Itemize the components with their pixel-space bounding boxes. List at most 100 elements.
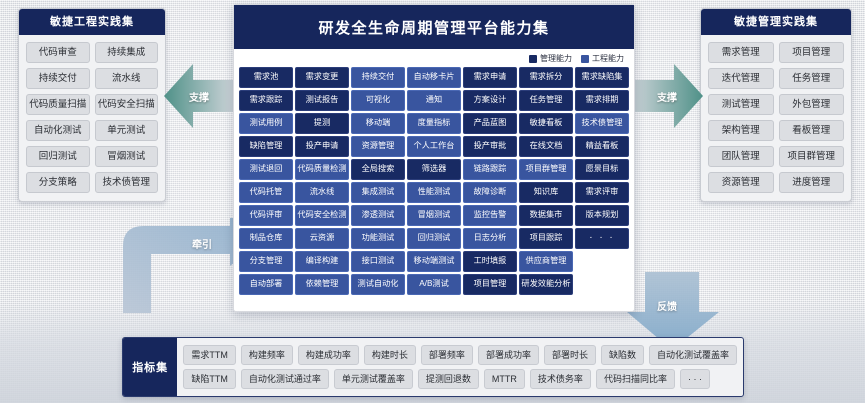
practice-chip[interactable]: 自动化测试	[26, 120, 90, 141]
capability-tile[interactable]: 产品蓝图	[463, 113, 517, 134]
capability-tile[interactable]: 自动移卡片	[407, 67, 461, 88]
capability-tile[interactable]: 编译构建	[295, 251, 349, 272]
practice-chip[interactable]: 项目群管理	[778, 146, 844, 167]
metric-chip[interactable]: 部署时长	[543, 345, 596, 365]
capability-tile[interactable]: 可视化	[351, 90, 405, 111]
capability-tile[interactable]: 测试报告	[295, 90, 349, 111]
capability-tile[interactable]: 缺陷管理	[239, 136, 293, 157]
practice-chip[interactable]: 迭代管理	[708, 68, 774, 89]
capability-tile[interactable]: 集成测试	[351, 182, 405, 203]
capability-tile[interactable]: 个人工作台	[407, 136, 461, 157]
metric-chip[interactable]: 构建成功率	[297, 345, 359, 365]
metric-chip[interactable]: 技术债务率	[529, 369, 591, 389]
capability-tile[interactable]: 版本规划	[575, 205, 629, 226]
capability-tile[interactable]: 任务管理	[519, 90, 573, 111]
capability-tile[interactable]: 回归测试	[407, 228, 461, 249]
capability-tile[interactable]: 需求拆分	[519, 67, 573, 88]
capability-tile[interactable]: 功能测试	[351, 228, 405, 249]
practice-chip[interactable]: 持续交付	[26, 68, 90, 89]
capability-tile[interactable]: 自动部署	[239, 274, 293, 295]
capability-tile[interactable]: 测试用例	[239, 113, 293, 134]
capability-tile[interactable]: 项目管理	[463, 274, 517, 295]
metric-chip[interactable]: 需求TTM	[183, 345, 236, 365]
capability-tile[interactable]: 研发效能分析	[519, 274, 573, 295]
capability-tile[interactable]: 性能测试	[407, 182, 461, 203]
metric-chip[interactable]: 自动化测试覆盖率	[648, 345, 737, 365]
capability-tile[interactable]: 故障诊断	[463, 182, 517, 203]
practice-chip[interactable]: 看板管理	[778, 120, 844, 141]
capability-tile[interactable]: 投产申请	[295, 136, 349, 157]
capability-tile[interactable]: 代码托管	[239, 182, 293, 203]
metric-chip[interactable]: 构建频率	[240, 345, 293, 365]
capability-tile[interactable]: 需求跟踪	[239, 90, 293, 111]
capability-tile[interactable]: 资源管理	[351, 136, 405, 157]
capability-tile[interactable]: 代码评审	[239, 205, 293, 226]
metric-chip[interactable]: 部署频率	[420, 345, 473, 365]
practice-chip[interactable]: 资源管理	[708, 172, 774, 193]
practice-chip[interactable]: 分支策略	[26, 172, 90, 193]
capability-tile[interactable]: 项目群管理	[519, 159, 573, 180]
capability-tile[interactable]: 通知	[407, 90, 461, 111]
metric-chip[interactable]: 代码扫描同比率	[595, 369, 675, 389]
capability-tile[interactable]: 代码质量检测	[295, 159, 349, 180]
capability-tile[interactable]: 工时填报	[463, 251, 517, 272]
capability-tile[interactable]: 测试自动化	[351, 274, 405, 295]
capability-tile[interactable]: 提测	[295, 113, 349, 134]
practice-chip[interactable]: 团队管理	[708, 146, 774, 167]
metric-chip[interactable]: 缺陷TTM	[183, 369, 236, 389]
capability-tile[interactable]: 全局搜索	[351, 159, 405, 180]
capability-tile[interactable]: 需求排期	[575, 90, 629, 111]
capability-tile[interactable]: 持续交付	[351, 67, 405, 88]
capability-tile[interactable]: 筛选器	[407, 159, 461, 180]
capability-tile[interactable]: 渗透测试	[351, 205, 405, 226]
practice-chip[interactable]: 冒烟测试	[94, 146, 158, 167]
capability-tile[interactable]: 度量指标	[407, 113, 461, 134]
capability-tile[interactable]: 方案设计	[463, 90, 517, 111]
capability-tile[interactable]: 技术债管理	[575, 113, 629, 134]
practice-chip[interactable]: 代码质量扫描	[26, 94, 90, 115]
metric-chip[interactable]: 构建时长	[363, 345, 416, 365]
practice-chip[interactable]: 流水线	[94, 68, 158, 89]
capability-tile[interactable]: 敏捷看板	[519, 113, 573, 134]
practice-chip[interactable]: 测试管理	[708, 94, 774, 115]
metric-chip[interactable]: 自动化测试通过率	[240, 369, 329, 389]
capability-tile[interactable]: 数据集市	[519, 205, 573, 226]
capability-tile[interactable]: 需求评审	[575, 182, 629, 203]
capability-tile[interactable]: 接口测试	[351, 251, 405, 272]
capability-tile[interactable]: 链路跟踪	[463, 159, 517, 180]
practice-chip[interactable]: 需求管理	[708, 42, 774, 63]
practice-chip[interactable]: 外包管理	[778, 94, 844, 115]
capability-tile[interactable]: 冒烟测试	[407, 205, 461, 226]
metric-chip[interactable]: 缺陷数	[600, 345, 644, 365]
capability-tile[interactable]: 精益看板	[575, 136, 629, 157]
practice-chip[interactable]: 架构管理	[708, 120, 774, 141]
practice-chip[interactable]: 代码审查	[26, 42, 90, 63]
capability-tile[interactable]: 知识库	[519, 182, 573, 203]
capability-tile[interactable]: 依赖管理	[295, 274, 349, 295]
capability-tile[interactable]: 日志分析	[463, 228, 517, 249]
practice-chip[interactable]: 任务管理	[778, 68, 844, 89]
practice-chip[interactable]: 持续集成	[94, 42, 158, 63]
capability-tile[interactable]: A/B测试	[407, 274, 461, 295]
capability-tile[interactable]: 需求申请	[463, 67, 517, 88]
capability-tile[interactable]: 分支管理	[239, 251, 293, 272]
metric-chip[interactable]: 单元测试覆盖率	[333, 369, 413, 389]
capability-tile[interactable]: 项目跟踪	[519, 228, 573, 249]
capability-tile[interactable]: 供应商管理	[519, 251, 573, 272]
practice-chip[interactable]: 项目管理	[778, 42, 844, 63]
capability-tile[interactable]: 需求缺陷集	[575, 67, 629, 88]
practice-chip[interactable]: 回归测试	[26, 146, 90, 167]
capability-tile[interactable]: 在线文档	[519, 136, 573, 157]
capability-tile[interactable]: 愿景目标	[575, 159, 629, 180]
practice-chip[interactable]: 单元测试	[94, 120, 158, 141]
practice-chip[interactable]: 进度管理	[778, 172, 844, 193]
metric-chip[interactable]: 部署成功率	[477, 345, 539, 365]
capability-tile[interactable]: 云资源	[295, 228, 349, 249]
capability-tile[interactable]: 投产审批	[463, 136, 517, 157]
more-metric-chip[interactable]: · · ·	[679, 369, 710, 389]
capability-tile[interactable]: 代码安全检测	[295, 205, 349, 226]
capability-tile[interactable]: 制品仓库	[239, 228, 293, 249]
capability-tile[interactable]: 移动端	[351, 113, 405, 134]
practice-chip[interactable]: 技术债管理	[94, 172, 158, 193]
more-tile[interactable]: · · ·	[575, 228, 629, 249]
